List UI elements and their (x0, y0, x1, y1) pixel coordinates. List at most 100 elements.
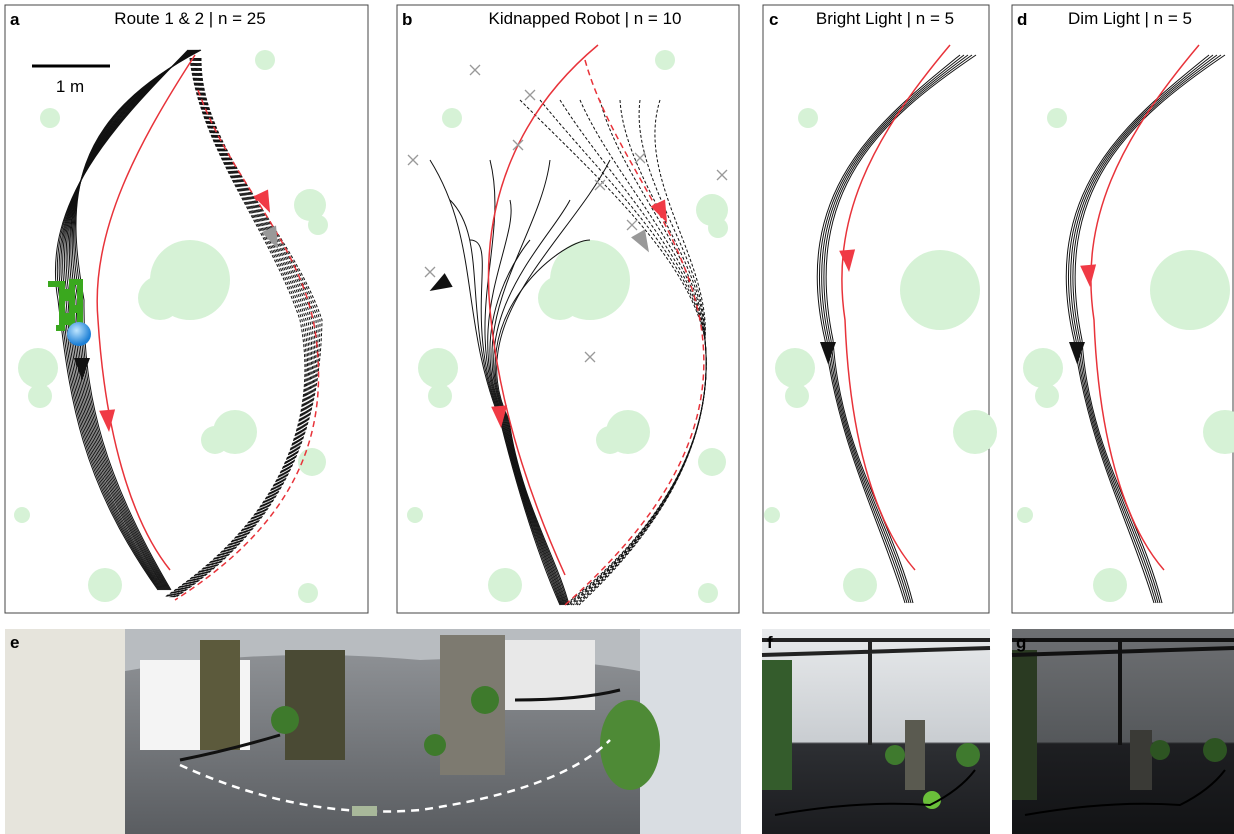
tree (255, 50, 275, 70)
start-marker (634, 152, 646, 164)
panel-label: d (1017, 10, 1027, 29)
trajectory (65, 49, 195, 591)
direction-arrow (99, 409, 116, 432)
start-marker (524, 89, 536, 101)
tree (1093, 568, 1127, 602)
tree (428, 384, 452, 408)
trajectory (559, 99, 707, 606)
trajectory (821, 54, 969, 604)
direction-arrow (631, 229, 649, 253)
tree (138, 276, 182, 320)
trajectory (494, 239, 591, 606)
trajectory (170, 57, 314, 598)
tree (40, 108, 60, 128)
tree (488, 568, 522, 602)
tree (655, 50, 675, 70)
tree (785, 384, 809, 408)
tree (1203, 410, 1234, 454)
trajectory (1090, 44, 1200, 571)
panel-label: a (10, 10, 20, 29)
robot-marker (67, 322, 91, 346)
photo-f (761, 629, 991, 834)
tree (775, 348, 815, 388)
panel-frame (762, 4, 990, 614)
scale-bar-label: 1 m (56, 77, 84, 96)
direction-arrow (491, 405, 508, 428)
tree (1047, 108, 1067, 128)
tree (294, 189, 326, 221)
tree (698, 583, 718, 603)
start-marker (424, 266, 436, 278)
trajectory (539, 99, 707, 606)
trajectory (54, 49, 189, 591)
start-marker (626, 219, 638, 231)
photos (5, 629, 1234, 834)
tree (88, 568, 122, 602)
start-marker (407, 154, 419, 166)
tree (698, 448, 726, 476)
trajectory (168, 57, 311, 598)
trajectory (70, 49, 198, 591)
tree (1023, 348, 1063, 388)
trajectory (1067, 54, 1214, 604)
tree (442, 108, 462, 128)
trajectory (175, 57, 323, 598)
direction-arrow (650, 199, 668, 223)
direction-arrow (253, 189, 271, 213)
tree (798, 108, 818, 128)
tree (418, 348, 458, 388)
trajectory (173, 57, 319, 598)
tree (596, 426, 624, 454)
trajectory (818, 54, 965, 604)
panel-label: b (402, 10, 412, 29)
tree (298, 583, 318, 603)
trajectory (171, 57, 316, 598)
trajectory (75, 49, 202, 591)
trajectory (172, 57, 317, 598)
panel-frame (396, 4, 740, 614)
trajectory (164, 57, 306, 598)
tree (1035, 384, 1059, 408)
trajectory-plots (4, 4, 1234, 614)
panel-frame (1011, 4, 1234, 614)
panel-label: f (767, 633, 773, 652)
trajectory (166, 57, 308, 598)
direction-arrow (261, 225, 279, 249)
trajectory (487, 199, 565, 606)
trajectory (572, 99, 707, 606)
robot (48, 279, 83, 333)
start-marker (512, 139, 524, 151)
start-marker (594, 179, 606, 191)
start-marker (716, 169, 728, 181)
trajectory (493, 199, 571, 606)
tree (953, 410, 997, 454)
trajectory (68, 49, 197, 591)
panel-frame (4, 4, 369, 614)
trajectory (67, 49, 196, 591)
panel-title: Bright Light | n = 5 (816, 9, 954, 28)
tree (900, 250, 980, 330)
trajectory (174, 57, 321, 598)
trajectory (816, 54, 961, 604)
tree (18, 348, 58, 388)
trajectory (96, 54, 196, 571)
direction-arrow (74, 358, 90, 380)
start-marker (469, 64, 481, 76)
tree (708, 218, 728, 238)
trajectory (1065, 54, 1210, 604)
direction-arrow (429, 273, 453, 291)
panel-title: Kidnapped Robot | n = 10 (489, 9, 682, 28)
tree (14, 507, 30, 523)
trajectory (174, 89, 320, 601)
trajectory (167, 57, 310, 598)
direction-arrow (839, 249, 856, 272)
tree (764, 507, 780, 523)
tree (28, 384, 52, 408)
tree (1017, 507, 1033, 523)
photo-e (5, 629, 741, 834)
trajectory (1074, 54, 1226, 604)
tree (1150, 250, 1230, 330)
trajectory (1070, 54, 1218, 604)
trajectory (74, 49, 201, 591)
